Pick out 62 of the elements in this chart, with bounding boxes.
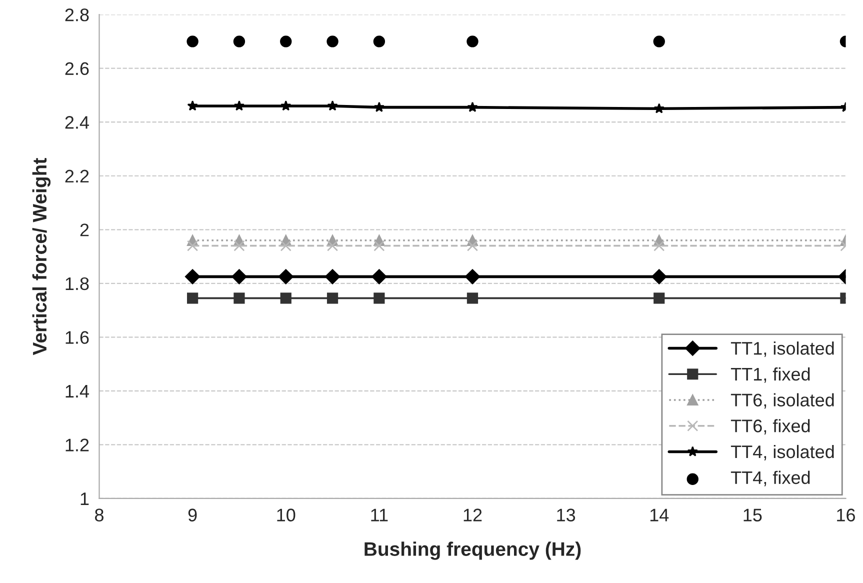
point [280, 100, 292, 111]
y-tick-label: 2.6 [65, 62, 89, 76]
x-tick-label: 13 [557, 508, 576, 522]
x-axis-title: Bushing frequency (Hz) [364, 542, 581, 560]
point [464, 269, 480, 284]
point [232, 269, 247, 284]
y-tick-label: 1.6 [66, 331, 89, 344]
point [373, 36, 386, 48]
point [654, 292, 665, 304]
y-tick-label: 2.8 [65, 8, 89, 22]
point [278, 269, 294, 284]
point [467, 102, 478, 112]
point [326, 240, 338, 252]
point [326, 36, 338, 48]
legend-label: TT1, fixed [730, 367, 810, 383]
legend-label: TT6, fixed [730, 419, 810, 434]
point [184, 269, 200, 284]
point [234, 100, 245, 111]
legend-label: TT1, isolated [730, 342, 834, 357]
point [466, 36, 478, 48]
x-tick-label: 15 [744, 508, 762, 522]
point [187, 292, 198, 304]
point [187, 100, 198, 111]
legend-label: TT6, isolated [730, 393, 834, 409]
point [372, 269, 387, 284]
point [374, 292, 385, 304]
point [327, 100, 338, 111]
legend-label: TT4, fixed [730, 470, 810, 486]
x-tick-label: 9 [188, 508, 197, 522]
y-tick-label: 2.4 [65, 116, 89, 129]
point [654, 103, 664, 114]
point [653, 36, 665, 48]
point [280, 292, 292, 304]
y-tick-label: 1 [80, 492, 89, 506]
point [374, 240, 385, 252]
y-tick-label: 1.4 [66, 385, 89, 398]
point [233, 36, 246, 48]
point [186, 36, 198, 48]
point [234, 292, 245, 304]
point [466, 292, 478, 304]
x-tick-label: 10 [277, 508, 296, 522]
point [187, 240, 198, 252]
x-tick-label: 16 [837, 508, 855, 522]
y-tick-label: 2 [80, 224, 89, 236]
y-tick-label: 2.2 [65, 170, 89, 182]
point [280, 36, 292, 48]
x-tick-label: 14 [650, 508, 669, 522]
point [652, 269, 667, 284]
point [234, 240, 245, 252]
x-tick-label: 11 [371, 508, 388, 522]
y-tick-label: 1.8 [66, 277, 89, 290]
y-tick-label: 1.2 [66, 438, 89, 452]
x-tick-label: 12 [464, 508, 482, 522]
y-axis-title: Vertical force/ Weight [32, 158, 51, 356]
point [280, 240, 292, 252]
legend-label: TT4, isolated [730, 444, 834, 460]
point [324, 269, 340, 284]
x-tick-label: 8 [95, 508, 104, 522]
point [326, 292, 338, 304]
point [374, 102, 384, 112]
point [654, 240, 665, 252]
point [466, 240, 478, 252]
